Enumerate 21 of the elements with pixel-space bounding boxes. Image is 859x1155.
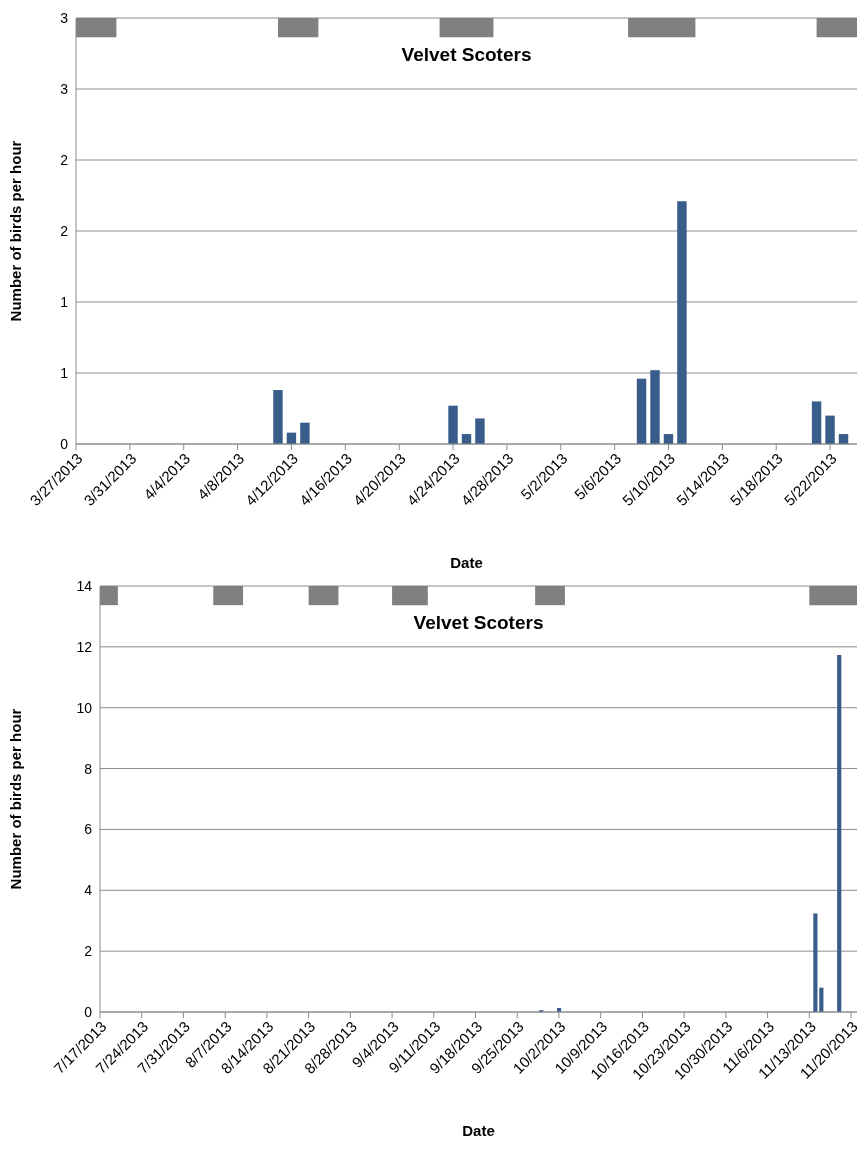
y-tick-label: 8	[84, 760, 93, 777]
y-tick-label: 1	[60, 364, 69, 381]
y-tick-label: 0	[84, 1003, 93, 1020]
y-tick-label: 2	[84, 943, 93, 960]
x-axis-title: Date	[462, 1122, 495, 1139]
y-tick-label: 2	[60, 151, 69, 168]
y-axis-title: Number of birds per hour	[7, 140, 25, 322]
y-tick-label: 1	[60, 293, 69, 310]
text: Velvet Scoters	[412, 612, 545, 634]
y-tick-label: 2	[60, 222, 69, 239]
text: Velvet Scoters	[400, 44, 533, 66]
y-tick-label: 0	[60, 435, 69, 452]
y-tick-label: 14	[76, 577, 93, 594]
y-tick-label: 3	[60, 9, 69, 26]
y-axis-title: Number of birds per hour	[7, 708, 25, 890]
x-axis-title: Date	[450, 554, 483, 571]
y-tick-label: 12	[76, 638, 93, 655]
y-tick-label: 10	[76, 699, 93, 716]
y-tick-label: 4	[84, 882, 93, 899]
y-tick-label: 3	[60, 80, 69, 97]
y-tick-label: 6	[84, 821, 93, 838]
